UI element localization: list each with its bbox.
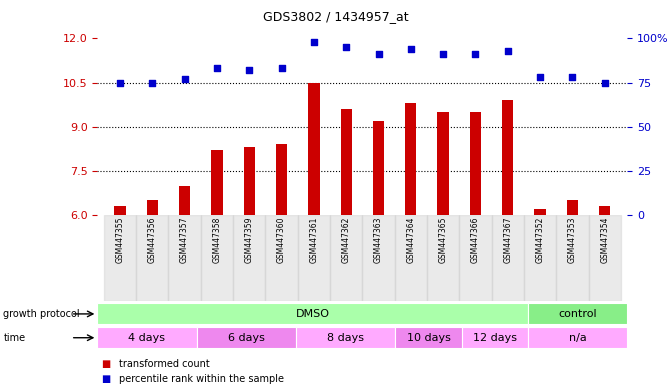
Text: GSM447360: GSM447360 <box>277 217 286 263</box>
Bar <box>197 327 296 348</box>
Bar <box>395 327 462 348</box>
Text: GSM447362: GSM447362 <box>342 217 351 263</box>
Text: growth protocol: growth protocol <box>3 309 80 319</box>
Text: GSM447359: GSM447359 <box>245 217 254 263</box>
Bar <box>524 215 556 301</box>
Bar <box>502 100 513 215</box>
Bar <box>104 215 136 301</box>
Bar <box>179 185 190 215</box>
Bar <box>437 112 449 215</box>
Bar <box>395 215 427 301</box>
Bar <box>211 150 223 215</box>
Text: time: time <box>3 333 25 343</box>
Text: n/a: n/a <box>569 333 586 343</box>
Text: GSM447364: GSM447364 <box>407 217 415 263</box>
Text: GSM447366: GSM447366 <box>471 217 480 263</box>
Point <box>309 39 319 45</box>
Text: 4 days: 4 days <box>128 333 166 343</box>
Bar <box>556 215 588 301</box>
Point <box>599 79 610 86</box>
Bar <box>373 121 384 215</box>
Text: GSM447367: GSM447367 <box>503 217 512 263</box>
Bar <box>405 103 417 215</box>
Point <box>211 65 222 71</box>
Text: transformed count: transformed count <box>119 359 210 369</box>
Text: DMSO: DMSO <box>296 309 329 319</box>
Bar <box>462 327 528 348</box>
Point <box>535 74 546 80</box>
Point <box>503 48 513 54</box>
Bar <box>362 215 395 301</box>
Text: percentile rank within the sample: percentile rank within the sample <box>119 374 285 384</box>
Bar <box>97 327 197 348</box>
Text: GSM447354: GSM447354 <box>601 217 609 263</box>
Bar <box>460 215 492 301</box>
Bar <box>114 206 125 215</box>
Bar <box>298 215 330 301</box>
Bar <box>265 215 298 301</box>
Text: ■: ■ <box>101 374 110 384</box>
Text: ■: ■ <box>101 359 110 369</box>
Bar <box>340 109 352 215</box>
Text: GSM447363: GSM447363 <box>374 217 383 263</box>
Bar <box>201 215 233 301</box>
Text: GSM447357: GSM447357 <box>180 217 189 263</box>
Text: GSM447356: GSM447356 <box>148 217 157 263</box>
Bar <box>492 215 524 301</box>
Text: 12 days: 12 days <box>473 333 517 343</box>
Point <box>341 44 352 50</box>
Text: GSM447361: GSM447361 <box>309 217 318 263</box>
Bar <box>567 200 578 215</box>
Point <box>437 51 448 57</box>
Bar <box>136 215 168 301</box>
Bar <box>427 215 460 301</box>
Point <box>276 65 287 71</box>
Text: GSM447353: GSM447353 <box>568 217 577 263</box>
Bar <box>308 83 319 215</box>
Bar <box>296 327 395 348</box>
Bar <box>244 147 255 215</box>
Point <box>373 51 384 57</box>
Text: GSM447365: GSM447365 <box>439 217 448 263</box>
Bar <box>146 200 158 215</box>
Bar <box>599 206 611 215</box>
Bar <box>330 215 362 301</box>
Bar <box>97 303 528 324</box>
Bar <box>535 209 546 215</box>
Point <box>244 67 254 73</box>
Point <box>567 74 578 80</box>
Text: GSM447358: GSM447358 <box>213 217 221 263</box>
Bar <box>470 112 481 215</box>
Text: 6 days: 6 days <box>228 333 265 343</box>
Bar <box>588 215 621 301</box>
Text: control: control <box>558 309 597 319</box>
Text: GDS3802 / 1434957_at: GDS3802 / 1434957_at <box>262 10 409 23</box>
Point <box>115 79 125 86</box>
Bar <box>528 303 627 324</box>
Bar <box>233 215 265 301</box>
Bar <box>168 215 201 301</box>
Point <box>179 76 190 82</box>
Text: GSM447355: GSM447355 <box>115 217 124 263</box>
Point <box>470 51 481 57</box>
Text: 8 days: 8 days <box>327 333 364 343</box>
Bar <box>276 144 287 215</box>
Bar <box>528 327 627 348</box>
Text: GSM447352: GSM447352 <box>535 217 545 263</box>
Text: 10 days: 10 days <box>407 333 450 343</box>
Point <box>405 46 416 52</box>
Point <box>147 79 158 86</box>
